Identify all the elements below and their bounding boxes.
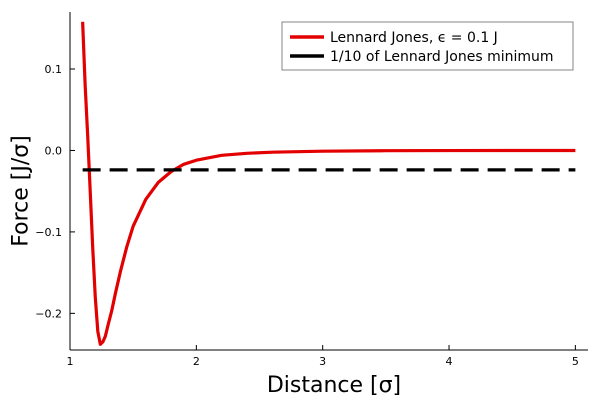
y-tick-label: −0.2 <box>35 307 62 320</box>
series-group <box>81 21 576 346</box>
legend: Lennard Jones, ϵ = 0.1 J 1/10 of Lennard … <box>281 21 574 71</box>
x-tick-label: 5 <box>572 355 579 368</box>
x-tick-label: 4 <box>446 355 453 368</box>
x-tick-label: 3 <box>319 355 326 368</box>
y-tick-label: 0.1 <box>45 63 63 76</box>
y-axis-title: Force [J/σ] <box>9 135 34 247</box>
x-tick-label: 2 <box>193 355 200 368</box>
legend-label: 1/10 of Lennard Jones minimum <box>330 49 554 65</box>
legend-box <box>281 21 574 71</box>
x-tick-label: 1 <box>67 355 74 368</box>
y-tick-label: 0.0 <box>45 144 63 157</box>
y-tick-label: −0.1 <box>35 226 62 239</box>
legend-label: Lennard Jones, ϵ = 0.1 J <box>330 30 498 46</box>
x-axis-title: Distance [σ] <box>267 373 401 398</box>
axes: 1 2 3 4 5 0.1 0.0 −0.1 −0.2 <box>35 12 588 368</box>
lennard-jones-force-line <box>81 21 576 346</box>
